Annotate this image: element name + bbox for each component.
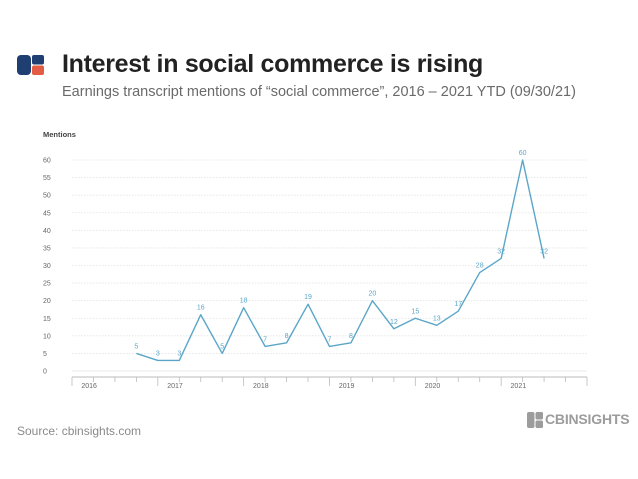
data-label: 3 [156, 350, 160, 357]
y-tick-label: 60 [43, 158, 51, 165]
data-label: 20 [369, 291, 377, 298]
data-label: 7 [328, 336, 332, 343]
x-tick-label: 2018 [253, 383, 269, 390]
data-label: 17 [454, 301, 462, 308]
y-tick-label: 50 [43, 193, 51, 200]
chart-subtitle: Earnings transcript mentions of “social … [62, 84, 576, 100]
data-label: 3 [177, 350, 181, 357]
y-tick-label: 30 [43, 263, 51, 270]
data-label: 8 [349, 333, 353, 340]
x-tick-label: 2021 [511, 383, 527, 390]
data-label: 16 [197, 305, 205, 312]
y-tick-label: 20 [43, 298, 51, 305]
data-label: 28 [476, 263, 484, 270]
chart-title: Interest in social commerce is rising [62, 50, 484, 78]
data-label: 8 [285, 333, 289, 340]
y-tick-label: 40 [43, 228, 51, 235]
data-label: 18 [240, 298, 248, 305]
source-note: Source: cbinsights.com [17, 424, 142, 438]
x-tick-label: 2019 [339, 383, 355, 390]
x-tick-label: 2017 [167, 383, 183, 390]
cb-insights-brand-text: CBINSIGHTS [545, 411, 630, 427]
y-tick-label: 45 [43, 210, 51, 217]
data-label: 5 [134, 343, 138, 350]
y-tick-label: 25 [43, 281, 51, 288]
data-label: 5 [220, 343, 224, 350]
data-label: 7 [263, 336, 267, 343]
data-label: 32 [540, 248, 548, 255]
data-label: 32 [497, 248, 505, 255]
y-tick-label: 0 [43, 369, 47, 376]
y-tick-label: 35 [43, 245, 51, 252]
data-label: 19 [304, 294, 312, 301]
cb-insights-logo [17, 55, 44, 75]
data-label: 60 [519, 150, 527, 157]
series-line [136, 159, 545, 362]
y-tick-label: 55 [43, 175, 51, 182]
y-tick-label: 5 [43, 351, 47, 358]
data-label: 13 [433, 315, 441, 322]
cb-insights-brand-icon [527, 412, 543, 428]
y-tick-label: 10 [43, 333, 51, 340]
y-tick-label: 15 [43, 316, 51, 323]
data-label: 15 [411, 308, 419, 315]
x-tick-label: 2020 [425, 383, 441, 390]
y-axis-label: Mentions [43, 130, 76, 139]
data-label: 12 [390, 319, 398, 326]
x-tick-label: 2016 [81, 383, 97, 390]
